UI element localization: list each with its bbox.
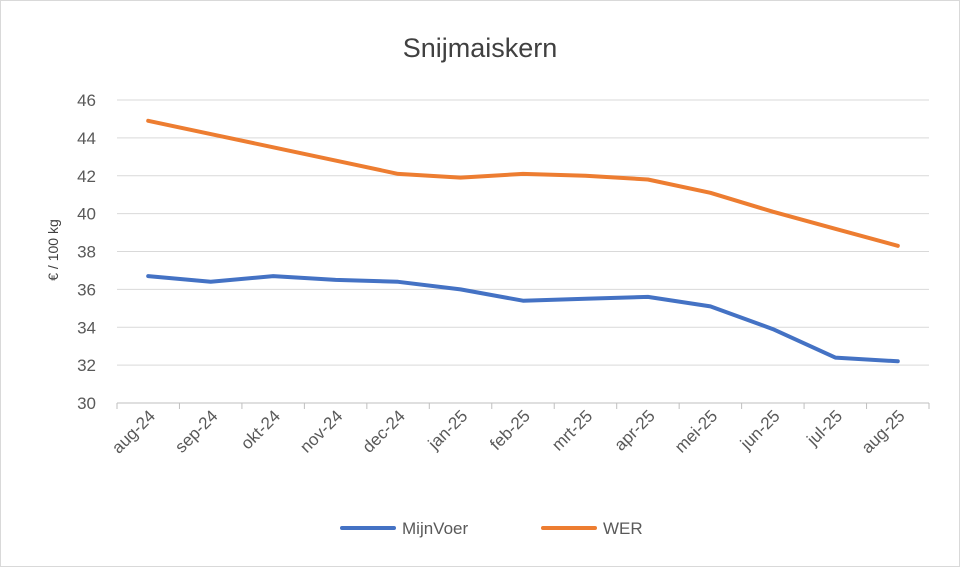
series-lines [146, 118, 900, 364]
x-axis: aug-24 sep-24 okt-24 nov-24 dec-24 jan-25 feb-… [108, 402, 930, 457]
series-line-mijnvoer [146, 274, 900, 364]
series-line-wer [146, 118, 900, 248]
y-tick-label: 36 [77, 280, 96, 299]
x-tick-label: jan-25 [424, 406, 472, 454]
y-tick-label: 44 [77, 129, 96, 148]
x-tick-label: mei-25 [671, 406, 721, 456]
y-tick-label: 38 [77, 243, 96, 262]
x-tick-label: jun-25 [736, 406, 784, 454]
y-tick-label: 30 [77, 394, 96, 413]
y-tick-label: 32 [77, 356, 96, 375]
x-tick-label: apr-25 [611, 406, 659, 454]
y-tick-label: 42 [77, 167, 96, 186]
y-tick-labels: 30 32 34 36 38 40 42 44 46 [77, 91, 96, 413]
x-tick-label: mrt-25 [548, 406, 596, 454]
y-tick-label: 46 [77, 91, 96, 110]
y-tick-label: 40 [77, 205, 96, 224]
x-tick-label: aug-24 [108, 406, 159, 457]
legend-label-mijnvoer: MijnVoer [402, 519, 468, 538]
y-axis-label: € / 100 kg [45, 219, 61, 281]
legend-label-wer: WER [603, 519, 643, 538]
x-tick-label: dec-24 [359, 406, 409, 456]
legend: MijnVoer WER [340, 519, 643, 538]
x-tick-label: okt-24 [237, 406, 284, 453]
x-tick-label: nov-24 [296, 406, 346, 456]
x-tick-label: jul-25 [803, 406, 847, 450]
chart-title: Snijmaiskern [403, 33, 558, 63]
y-tick-label: 34 [77, 318, 96, 337]
x-tick-label: sep-24 [171, 406, 221, 456]
x-tick-label: aug-25 [858, 406, 909, 457]
x-tick-label: feb-25 [486, 406, 534, 454]
